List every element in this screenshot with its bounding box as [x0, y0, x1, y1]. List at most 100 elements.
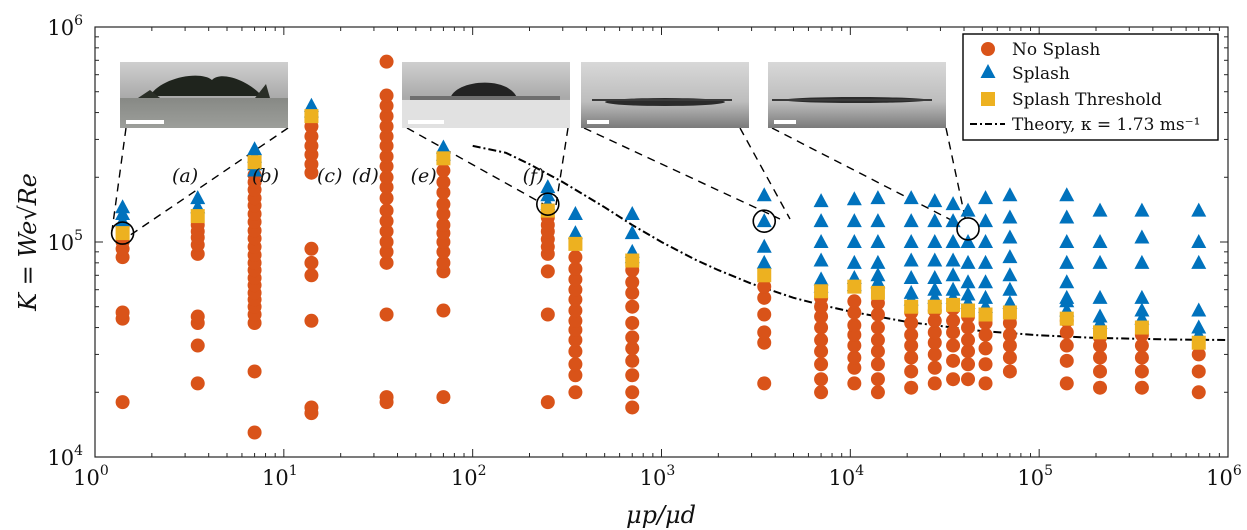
no-splash-point	[946, 372, 961, 387]
no-splash-point	[625, 275, 640, 290]
no-splash-point	[568, 368, 583, 383]
y-tick-label: 104	[47, 443, 83, 470]
no-splash-point	[814, 344, 829, 359]
y-tick-label: 106	[47, 13, 83, 40]
no-splash-point	[1093, 350, 1108, 365]
splash-point	[945, 252, 961, 267]
no-splash-point	[946, 353, 961, 368]
splash-point	[1191, 302, 1207, 317]
no-splash-point	[568, 344, 583, 359]
no-splash-point	[1093, 380, 1108, 395]
no-splash-point	[436, 217, 451, 232]
splash-point	[1002, 281, 1018, 296]
splash-point	[903, 234, 919, 248]
splash-point	[927, 234, 943, 248]
no-splash-point	[190, 376, 205, 391]
legend-marker-no-splash	[981, 42, 995, 56]
no-splash-point	[304, 157, 319, 172]
no-splash-point	[379, 109, 394, 124]
highlight-circle	[956, 217, 980, 241]
no-splash-point	[625, 385, 640, 400]
splash-point	[1134, 202, 1150, 217]
splash-point	[1092, 289, 1108, 304]
splash-point	[115, 213, 131, 228]
splash-threshold-point	[115, 226, 130, 241]
x-tick-label: 102	[451, 463, 487, 490]
splash-point	[540, 179, 556, 194]
splash-point	[756, 213, 772, 228]
no-splash-point	[436, 390, 451, 405]
splash-threshold-point	[814, 284, 829, 299]
splash-point	[960, 202, 976, 217]
no-splash-point	[540, 395, 555, 410]
splash-point	[903, 213, 919, 228]
no-splash-point	[847, 350, 862, 365]
panel-label: (a)	[172, 165, 198, 187]
no-splash-point	[568, 272, 583, 287]
no-splash-point	[568, 333, 583, 348]
splash-point	[945, 213, 961, 228]
splash-point	[1134, 254, 1150, 269]
splash-point	[1191, 254, 1207, 269]
splash-point	[1092, 308, 1108, 323]
no-splash-point	[625, 330, 640, 345]
splash-point	[756, 238, 772, 253]
no-splash-point	[814, 320, 829, 335]
splash-point	[1134, 229, 1150, 244]
no-splash-point	[814, 333, 829, 348]
splash-point	[756, 254, 772, 269]
no-splash-point	[379, 255, 394, 270]
splash-point	[978, 190, 994, 205]
no-splash-point	[1093, 364, 1108, 379]
x-tick-label: 101	[262, 463, 298, 490]
splash-point	[1092, 254, 1108, 269]
no-splash-point	[115, 305, 130, 320]
no-splash-point	[1134, 364, 1149, 379]
no-splash-point	[1002, 364, 1017, 379]
no-splash-point	[379, 159, 394, 174]
splash-point	[1059, 274, 1075, 289]
no-splash-point	[304, 313, 319, 328]
legend: No Splash Splash Splash Threshold Theory…	[962, 33, 1219, 141]
no-splash-point	[436, 303, 451, 318]
no-splash-point	[625, 285, 640, 300]
no-splash-point	[814, 372, 829, 387]
no-splash-point	[379, 224, 394, 239]
no-splash-point	[847, 376, 862, 391]
splash-threshold-point	[927, 299, 942, 314]
splash-point	[1092, 202, 1108, 217]
splash-threshold-point	[870, 285, 885, 300]
no-splash-point	[379, 149, 394, 164]
no-splash-point	[757, 307, 772, 322]
no-splash-point	[568, 385, 583, 400]
no-splash-point	[946, 325, 961, 340]
no-splash-point	[304, 268, 319, 283]
splash-point	[247, 141, 263, 156]
splash-point	[978, 289, 994, 304]
legend-label-theory: Theory, κ = 1.73 ms⁻¹	[1012, 115, 1200, 135]
splash-threshold-point	[978, 307, 993, 322]
no-splash-point	[904, 350, 919, 365]
splash-threshold-point	[568, 236, 583, 251]
no-splash-point	[927, 335, 942, 350]
splash-threshold-point	[847, 279, 862, 294]
no-splash-point	[625, 368, 640, 383]
legend-marker-splash	[980, 64, 996, 78]
splash-point	[870, 267, 886, 282]
no-splash-point	[927, 347, 942, 362]
splash-point	[1059, 209, 1075, 224]
x-tick-label: 105	[1017, 463, 1053, 490]
highlight-circle	[110, 221, 135, 245]
no-splash-point	[379, 307, 394, 322]
no-splash-point	[1002, 338, 1017, 353]
no-splash-point	[379, 191, 394, 206]
no-splash-point	[379, 203, 394, 218]
no-splash-point	[1191, 385, 1206, 400]
splash-point	[1002, 267, 1018, 282]
no-splash-point	[757, 325, 772, 340]
no-splash-point	[927, 325, 942, 340]
no-splash-point	[568, 261, 583, 276]
no-splash-point	[927, 313, 942, 328]
no-splash-point	[1002, 350, 1017, 365]
splash-threshold-point	[247, 155, 262, 170]
